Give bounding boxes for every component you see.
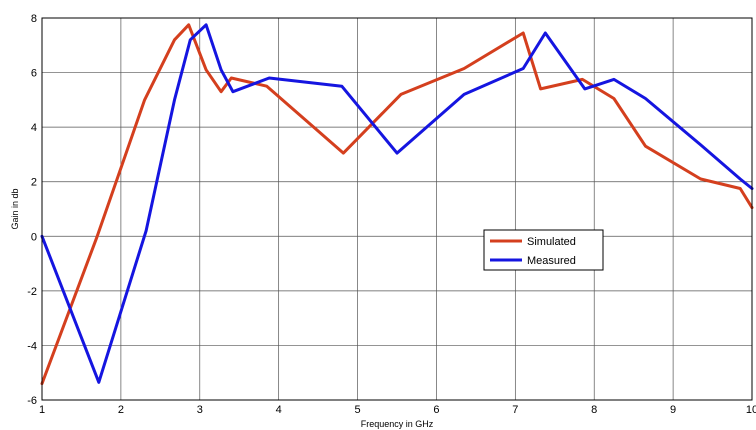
x-tick-label: 2 [118, 404, 124, 416]
y-tick-label: -4 [27, 340, 37, 352]
legend: Simulated Measured [483, 229, 604, 271]
x-tick-label: 4 [276, 404, 282, 416]
plot-background [42, 18, 752, 400]
y-axis-label: Gain in db [10, 188, 20, 229]
y-tick-label: -6 [27, 395, 37, 407]
tick-labels: 1 2 3 4 5 6 7 8 9 10 -6 -4 -2 0 2 4 6 8 [27, 13, 756, 416]
x-tick-label: 7 [512, 404, 518, 416]
plot-frame [41, 17, 753, 401]
series-line-measured [40, 23, 754, 384]
legend-label-measured: Measured [527, 255, 576, 267]
x-axis-label: Frequency in GHz [361, 419, 434, 429]
x-tick-label: 5 [354, 404, 360, 416]
series-lines [40, 23, 754, 386]
legend-label-simulated: Simulated [527, 236, 576, 248]
legend-box [483, 229, 604, 271]
y-tick-label: 6 [31, 68, 37, 80]
x-tick-label: 8 [591, 404, 597, 416]
y-tick-label: 2 [31, 177, 37, 189]
y-tick-label: 8 [31, 13, 37, 25]
x-tick-label: 9 [670, 404, 676, 416]
x-tick-label: 1 [39, 404, 45, 416]
y-tick-label: 0 [31, 231, 37, 243]
x-tick-label: 3 [197, 404, 203, 416]
y-tick-label: -2 [27, 286, 37, 298]
y-tick-label: 4 [31, 122, 37, 134]
x-tick-label: 10 [746, 404, 756, 416]
x-tick-label: 6 [433, 404, 439, 416]
